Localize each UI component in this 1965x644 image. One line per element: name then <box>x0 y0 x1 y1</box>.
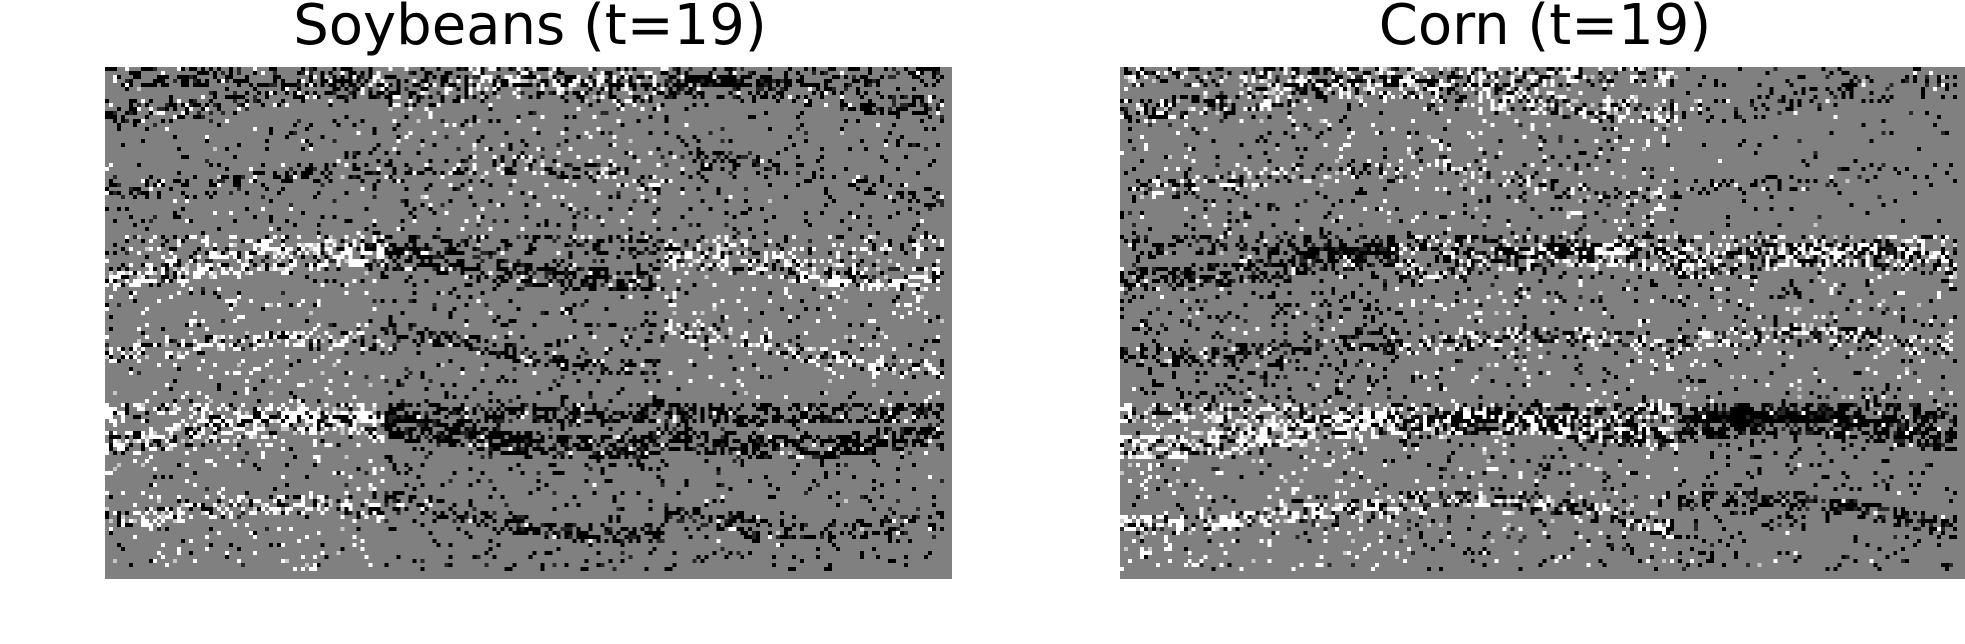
panel-title-corn: Corn (t=19) <box>1378 0 1712 58</box>
image-panel-corn <box>1120 67 1965 579</box>
soybeans-image-grid <box>105 67 952 579</box>
corn-image-grid <box>1120 67 1965 579</box>
image-panel-soybeans <box>105 67 952 579</box>
panel-title-soybeans: Soybeans (t=19) <box>293 0 767 58</box>
